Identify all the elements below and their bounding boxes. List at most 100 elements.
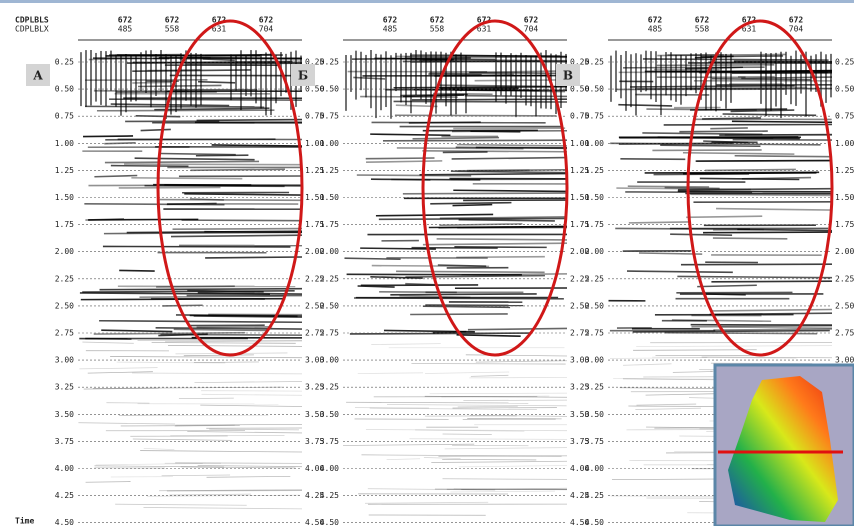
- map-area: [728, 376, 838, 522]
- seismic-trace: [159, 198, 302, 202]
- seismic-trace: [452, 407, 557, 409]
- seismic-trace: [370, 276, 423, 280]
- seismic-trace: [635, 407, 702, 410]
- seismic-trace: [95, 463, 203, 466]
- seismic-trace: [705, 168, 796, 172]
- seismic-trace: [353, 76, 386, 80]
- seismic-trace: [454, 246, 547, 249]
- time-tick-label: 2.75: [320, 329, 339, 338]
- seismic-trace: [134, 157, 255, 161]
- time-tick-label: 4.00: [55, 464, 74, 473]
- seismic-trace: [83, 387, 159, 390]
- seismic-trace: [439, 216, 565, 220]
- time-tick-label: 4.50: [320, 518, 339, 526]
- seismic-trace: [175, 352, 288, 355]
- time-tick-label: 1.50: [305, 193, 324, 202]
- cdp-label: 672: [259, 16, 274, 25]
- seismic-trace: [697, 284, 757, 288]
- panel-label-box: [291, 64, 315, 86]
- time-tick-label: 0.50: [570, 85, 589, 94]
- seismic-trace: [143, 507, 303, 510]
- seismic-trace: [461, 487, 568, 490]
- time-tick-label: 4.25: [570, 491, 589, 500]
- seismic-trace: [201, 393, 303, 396]
- time-tick-label: 2.25: [55, 274, 74, 283]
- seismic-trace: [361, 454, 562, 457]
- seismic-trace: [433, 92, 493, 96]
- time-tick-label: 3.50: [585, 410, 604, 419]
- seismic-trace: [343, 443, 475, 446]
- cdp-label: 485: [648, 25, 663, 34]
- cdp-label: 672: [212, 16, 227, 25]
- seismic-trace: [415, 429, 525, 432]
- seismic-trace: [165, 340, 303, 343]
- seismic-trace: [360, 247, 436, 250]
- seismic-trace: [180, 466, 296, 469]
- seismic-trace: [436, 238, 568, 241]
- time-tick-label: 0.25: [55, 58, 74, 67]
- seismic-trace: [456, 255, 545, 259]
- seismic-trace: [703, 293, 746, 296]
- seismic-trace: [156, 285, 235, 288]
- seismic-trace: [652, 356, 797, 359]
- time-tick-label: 3.25: [305, 383, 324, 392]
- time-tick-label: 1.25: [55, 166, 74, 175]
- seismic-trace: [458, 218, 555, 222]
- seismic-trace: [205, 256, 303, 259]
- seismic-trace: [211, 144, 303, 147]
- seismic-trace: [116, 361, 226, 364]
- inset-map: [713, 363, 854, 526]
- time-tick-label: 2.50: [570, 301, 589, 310]
- seismic-trace: [405, 274, 545, 278]
- seismic-trace: [206, 475, 291, 478]
- seismic-trace: [402, 192, 568, 195]
- cdp-label: 672: [695, 16, 710, 25]
- time-tick-label: 3.75: [55, 437, 74, 446]
- time-tick-label: 1.00: [320, 139, 339, 148]
- seismic-trace: [124, 163, 303, 166]
- seismic-trace: [155, 326, 303, 330]
- time-tick-label: 4.25: [585, 491, 604, 500]
- seismic-trace: [85, 481, 131, 483]
- seismic-trace: [470, 374, 509, 377]
- seismic-trace: [171, 234, 303, 238]
- seismic-trace: [393, 100, 568, 103]
- seismic-trace: [719, 133, 833, 136]
- panel-label: Б: [298, 69, 308, 83]
- seismic-trace: [396, 270, 545, 274]
- seismic-trace: [408, 121, 481, 124]
- seismic-trace: [453, 189, 568, 193]
- time-tick-label: 2.50: [55, 301, 74, 310]
- cdp-label: 672: [648, 16, 663, 25]
- seismic-trace: [437, 264, 487, 267]
- time-tick-label: 3.25: [55, 383, 74, 392]
- seismic-trace: [695, 159, 833, 162]
- seismic-trace: [349, 332, 532, 335]
- seismic-trace: [690, 193, 833, 197]
- seismic-trace: [422, 305, 511, 309]
- time-tick-label: 4.50: [305, 518, 324, 526]
- time-tick-label: 2.25: [585, 274, 604, 283]
- cdp-label: 672: [742, 16, 757, 25]
- seismic-trace: [713, 328, 833, 331]
- time-tick-label: 3.00: [320, 356, 339, 365]
- seismic-trace: [627, 185, 710, 188]
- seismic-trace: [357, 372, 424, 375]
- seismic-trace: [370, 133, 451, 137]
- seismic-trace: [167, 345, 303, 347]
- time-tick-label: 4.50: [570, 518, 589, 526]
- seismic-trace: [209, 428, 299, 431]
- seismic-trace: [679, 130, 768, 133]
- time-tick-label: 2.00: [320, 247, 339, 256]
- time-tick-label: 0.25: [835, 58, 854, 67]
- seismic-trace: [442, 433, 492, 435]
- seismic-trace: [395, 55, 560, 58]
- seismic-trace: [411, 363, 566, 365]
- seismic-trace: [357, 285, 395, 288]
- cdp-label: 485: [118, 25, 133, 34]
- time-tick-label: 0.50: [585, 85, 604, 94]
- seismic-trace: [465, 354, 568, 357]
- seismic-trace: [378, 217, 568, 221]
- time-tick-label: 2.75: [585, 329, 604, 338]
- seismic-trace: [664, 186, 720, 190]
